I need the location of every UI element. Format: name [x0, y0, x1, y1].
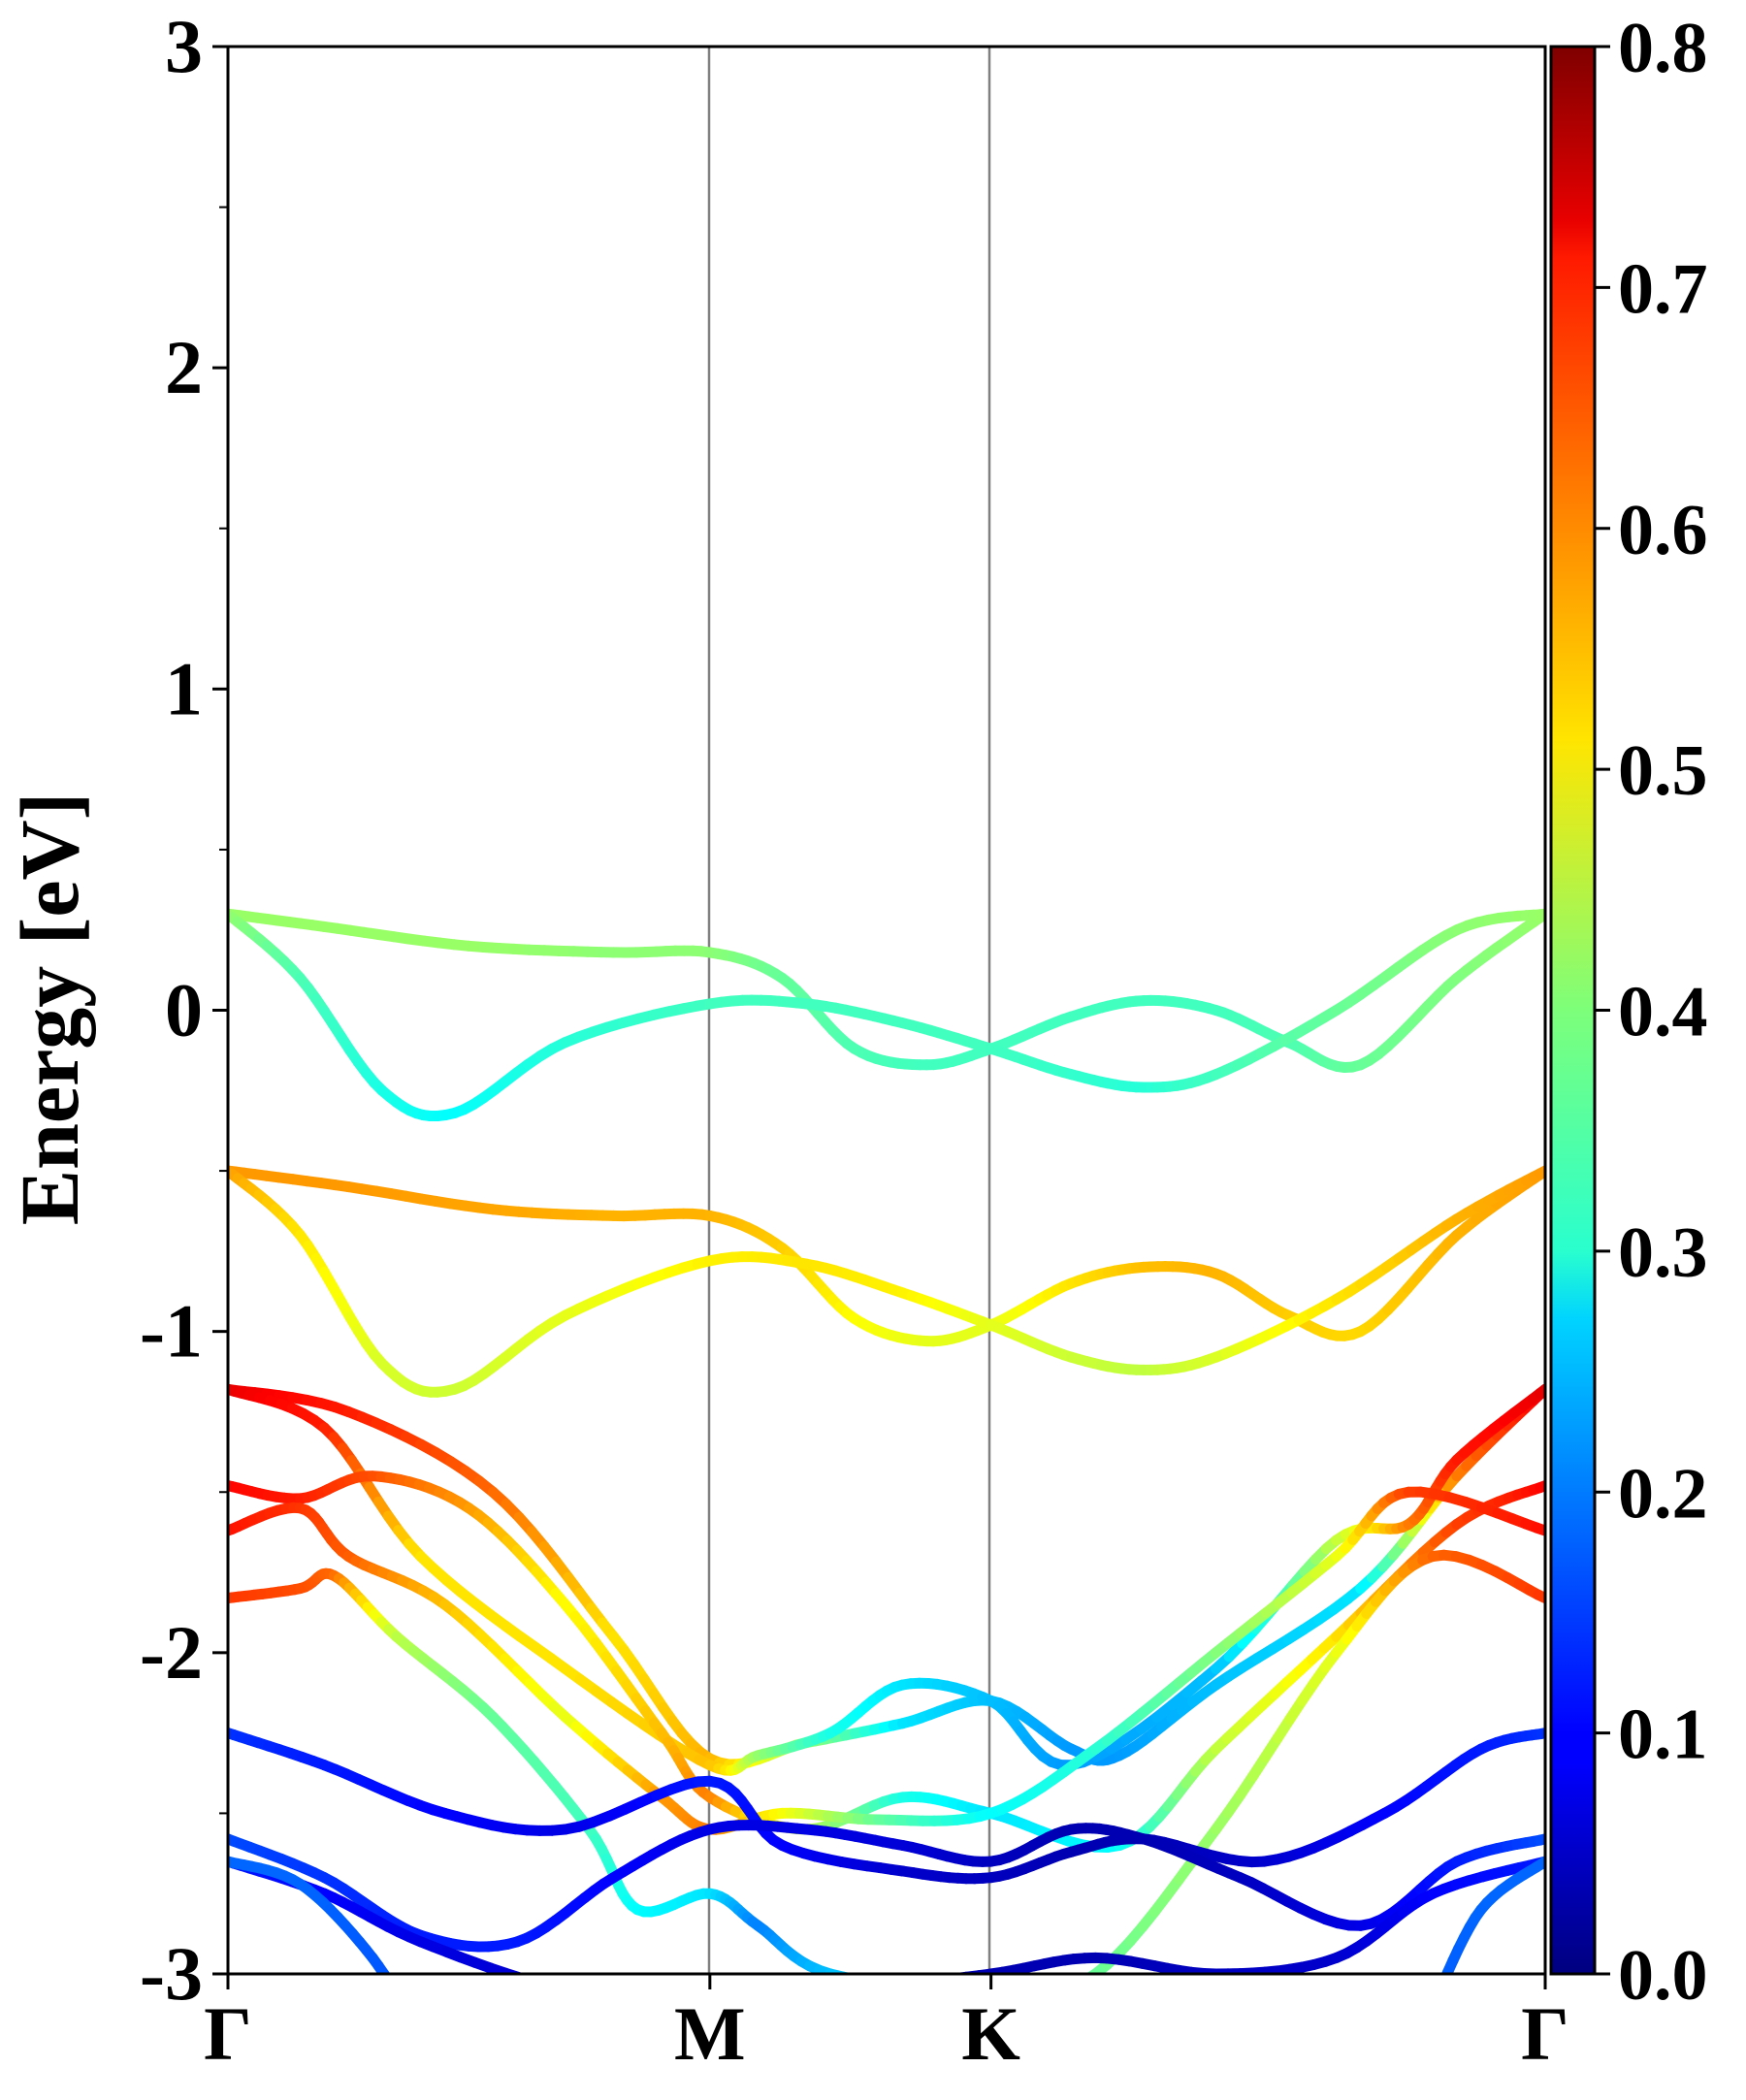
colorbar-tick-label: 0.3 — [1618, 1213, 1708, 1293]
x-tick-label: K — [961, 1991, 1020, 2076]
colorbar — [1551, 47, 1595, 1974]
band-segment — [797, 1996, 812, 1998]
band-segment — [826, 1991, 841, 1993]
band-segment — [1433, 2000, 1436, 2006]
band-segment — [410, 2019, 414, 2027]
y-tick-label: -3 — [140, 1931, 203, 2016]
y-tick-label: 2 — [165, 325, 203, 409]
band-segment — [390, 1984, 396, 1993]
band-segment — [637, 2002, 652, 2004]
band-segment — [652, 2004, 666, 2005]
y-tick-label: 3 — [165, 4, 203, 88]
colorbar-tick-label: 0.7 — [1618, 249, 1708, 329]
colorbar-tick-label: 0.8 — [1618, 9, 1708, 88]
band-segment — [909, 1986, 926, 1987]
y-tick-label: 1 — [165, 646, 203, 730]
band-segment — [966, 1976, 979, 1978]
band-segment — [1055, 1989, 1065, 1991]
band-segment — [754, 2002, 768, 2004]
band-segment — [396, 1993, 402, 2003]
y-tick-label: -2 — [140, 1610, 203, 1695]
y-tick-label: 0 — [165, 968, 203, 1052]
band-segment — [939, 1979, 953, 1981]
band-segment — [1439, 1983, 1443, 1992]
band-segment — [595, 1996, 609, 1999]
y-axis-ticks: -3 -2 -1 0 1 2 3 — [140, 4, 228, 2016]
colorbar-tick-label: 0.0 — [1618, 1936, 1708, 2016]
band-segment — [855, 1988, 869, 1990]
band-segment — [897, 1984, 912, 1986]
y-axis-label: Energy [eV] — [3, 792, 96, 1226]
band-segment — [566, 1990, 580, 1993]
band-segment — [891, 1985, 909, 1987]
band-segment — [580, 1993, 595, 1996]
band-segment — [783, 1998, 797, 2000]
band-segment — [1075, 1981, 1085, 1986]
band-segment — [944, 1988, 960, 1989]
colorbar-tick-label: 0.2 — [1618, 1454, 1708, 1534]
colorbar-tick-label: 0.1 — [1618, 1696, 1708, 1775]
band-segment — [1026, 1991, 1036, 1992]
band-segment — [961, 1989, 977, 1990]
band-segment — [623, 2000, 637, 2002]
band-segment — [1046, 1991, 1055, 1992]
band-segment — [551, 1987, 566, 1990]
x-tick-label: Γ — [1521, 1991, 1569, 2076]
colorbar-ticks: 0.0 0.1 0.2 0.3 0.4 0.5 0.6 0.7 0.8 — [1595, 9, 1708, 2016]
colorbar-tick-label: 0.5 — [1618, 731, 1708, 811]
plot-area — [228, 47, 1545, 1974]
x-tick-label: M — [674, 1991, 746, 2076]
band-segment — [418, 2033, 421, 2038]
colorbar-tick-label: 0.6 — [1618, 491, 1708, 570]
band-segment — [384, 1975, 390, 1985]
band-segment — [1436, 1992, 1439, 2000]
band-segment — [812, 1993, 826, 1995]
band-segment — [406, 2012, 411, 2020]
colorbar-tick-label: 0.4 — [1618, 973, 1708, 1052]
band-segment — [953, 1977, 966, 1979]
band-segment — [535, 1983, 551, 1987]
band-segment — [857, 1980, 874, 1982]
band-segment — [925, 1981, 939, 1983]
band-segment — [414, 2027, 418, 2033]
band-segment — [402, 2003, 406, 2012]
y-tick-label: -1 — [140, 1289, 203, 1373]
band-segment — [768, 2000, 783, 2002]
band-segment — [868, 1987, 883, 1988]
band-segment — [911, 1982, 924, 1984]
band-segment — [843, 1977, 857, 1980]
band-segment — [883, 1986, 897, 1987]
band-segment — [1065, 1986, 1075, 1988]
band-segment — [609, 1998, 624, 2000]
x-tick-label: Γ — [204, 1991, 252, 2076]
band-segment — [840, 1990, 855, 1992]
band-segment — [874, 1982, 891, 1984]
band-segment — [521, 1978, 536, 1983]
band-segment — [926, 1987, 944, 1988]
